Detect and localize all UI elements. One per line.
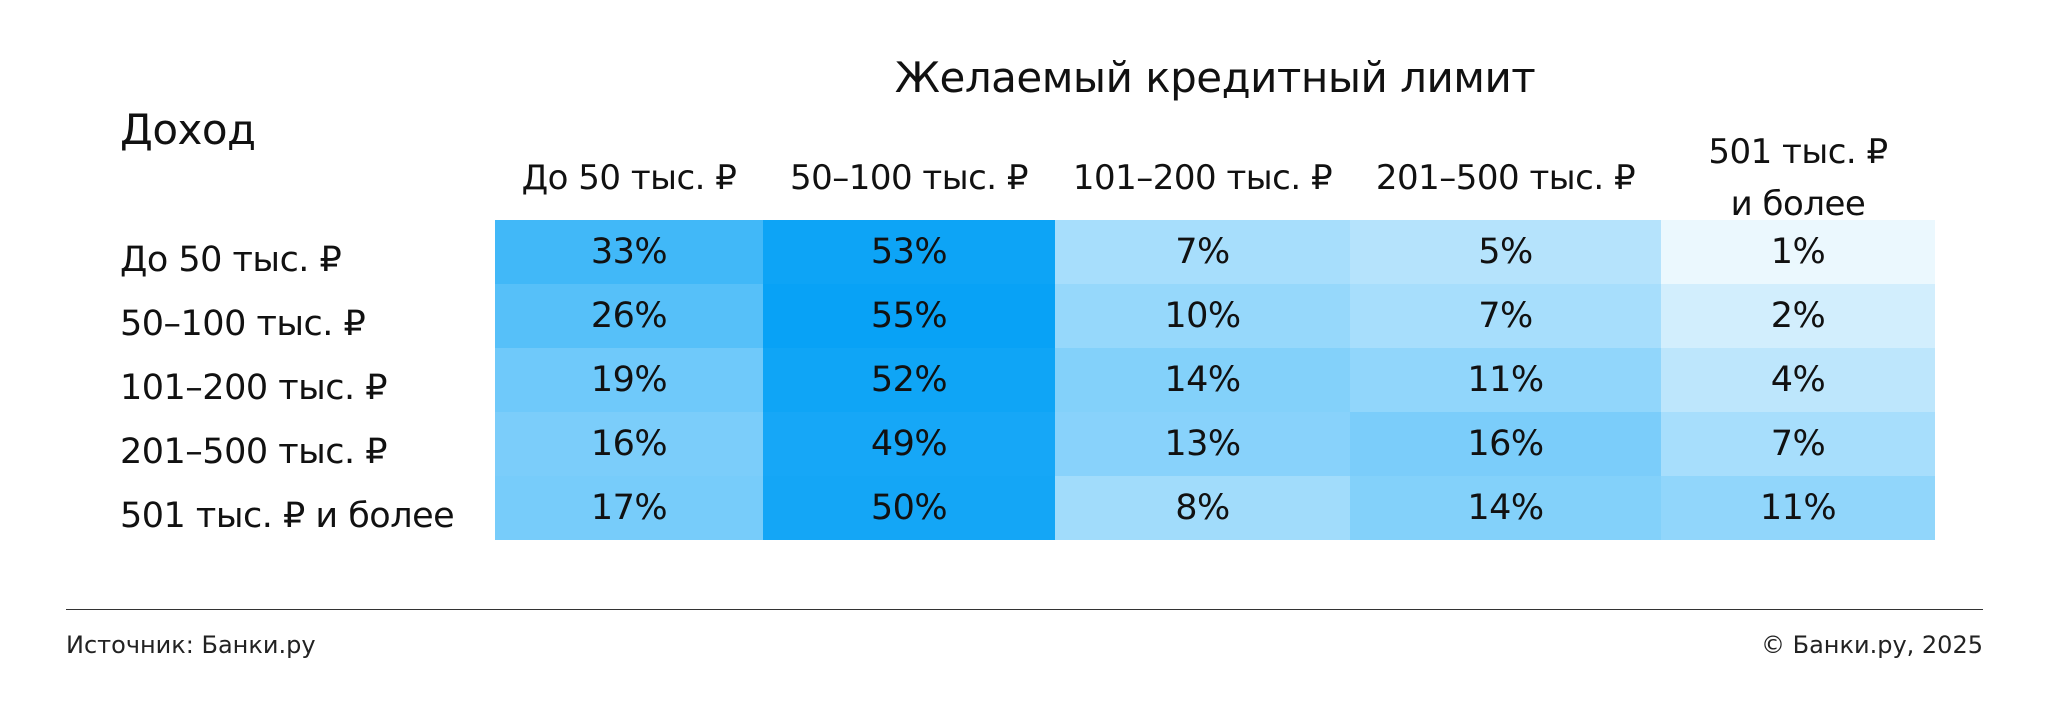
column-header: 501 тыс. ₽ и более <box>1708 132 1888 224</box>
heatmap-cell: 7% <box>1350 284 1661 348</box>
heatmap-cell: 33% <box>495 220 763 284</box>
column-header: 101–200 тыс. ₽ <box>1072 158 1333 198</box>
row-axis-title: Доход <box>120 105 256 154</box>
heatmap-cell: 52% <box>763 348 1055 412</box>
row-label: 201–500 тыс. ₽ <box>120 432 388 472</box>
heatmap-cell: 19% <box>495 348 763 412</box>
heatmap-cell: 16% <box>1350 412 1661 476</box>
heatmap-cell: 14% <box>1350 476 1661 540</box>
heatmap-cell: 7% <box>1661 412 1935 476</box>
column-header: 201–500 тыс. ₽ <box>1375 158 1636 198</box>
heatmap-cell: 10% <box>1055 284 1350 348</box>
heatmap-cell: 49% <box>763 412 1055 476</box>
row-label: 501 тыс. ₽ и более <box>120 496 455 536</box>
copyright-note: © Банки.ру, 2025 <box>1761 631 1983 659</box>
heatmap-cell: 55% <box>763 284 1055 348</box>
heatmap-cell: 14% <box>1055 348 1350 412</box>
heatmap-cell: 13% <box>1055 412 1350 476</box>
heatmap-cell: 17% <box>495 476 763 540</box>
heatmap-cell: 50% <box>763 476 1055 540</box>
heatmap-cell: 1% <box>1661 220 1935 284</box>
column-header: До 50 тыс. ₽ <box>521 158 737 198</box>
heatmap-cell: 7% <box>1055 220 1350 284</box>
heatmap-cell: 11% <box>1350 348 1661 412</box>
heatmap-cell: 4% <box>1661 348 1935 412</box>
heatmap-cell: 53% <box>763 220 1055 284</box>
heatmap-cell: 8% <box>1055 476 1350 540</box>
column-header: 50–100 тыс. ₽ <box>789 158 1029 198</box>
heatmap-cell: 5% <box>1350 220 1661 284</box>
row-label: 101–200 тыс. ₽ <box>120 368 388 408</box>
footer-divider <box>66 609 1983 610</box>
row-label: До 50 тыс. ₽ <box>120 240 342 280</box>
chart-title: Желаемый кредитный лимит <box>894 53 1536 102</box>
heatmap-cell: 11% <box>1661 476 1935 540</box>
source-note: Источник: Банки.ру <box>66 631 316 659</box>
row-label: 50–100 тыс. ₽ <box>120 304 366 344</box>
heatmap-cell: 2% <box>1661 284 1935 348</box>
heatmap-cell: 26% <box>495 284 763 348</box>
heatmap-cell: 16% <box>495 412 763 476</box>
